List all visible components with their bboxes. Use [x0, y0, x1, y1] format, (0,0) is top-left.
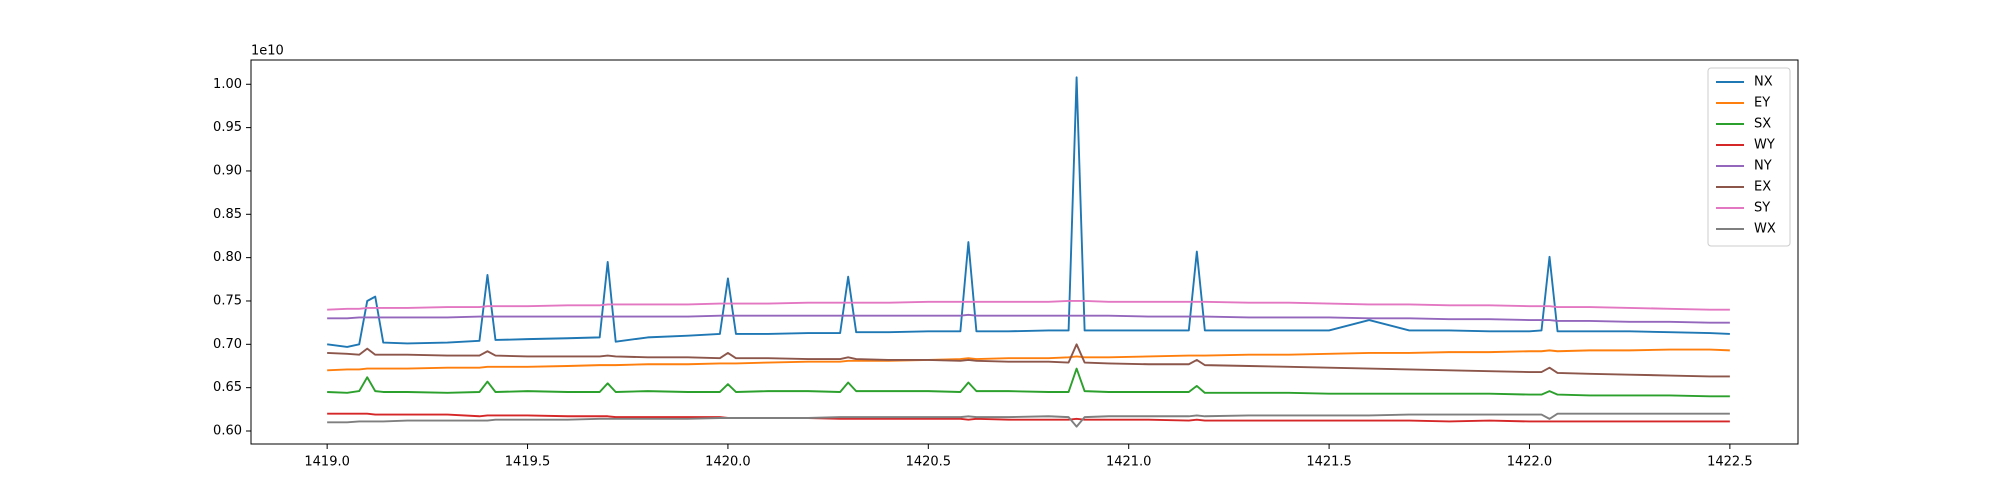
legend-box [1707, 67, 1791, 247]
y-tick-label: 0.90 [213, 163, 242, 178]
series-line [327, 367, 1730, 398]
y-tick-label: 0.80 [213, 250, 242, 265]
series-line [327, 313, 1730, 324]
plot-frame [250, 59, 1799, 445]
y-tick-label: 0.95 [213, 120, 242, 135]
legend-label: WY [1754, 138, 1775, 153]
x-tick-label: 1421.5 [1306, 455, 1352, 470]
y-tick-label: 0.60 [213, 423, 242, 438]
x-tick-label: 1421.0 [1106, 455, 1152, 470]
series-line [327, 343, 1730, 378]
y-tick-label: 0.70 [213, 337, 242, 352]
series-line [327, 348, 1730, 372]
x-tick-label: 1422.0 [1507, 455, 1553, 470]
y-tick-label: 0.75 [213, 293, 242, 308]
series-line [327, 300, 1730, 311]
series-line [327, 76, 1730, 348]
legend-label: SY [1754, 201, 1770, 216]
y-tick-label: 0.65 [213, 380, 242, 395]
legend-label: SX [1754, 117, 1771, 132]
series-line [327, 412, 1730, 423]
x-tick-label: 1419.0 [304, 455, 350, 470]
legend-label: NX [1754, 75, 1773, 90]
legend-label: EY [1754, 96, 1770, 111]
x-tick-label: 1419.5 [505, 455, 551, 470]
series-line [327, 412, 1730, 428]
legend-label: NY [1754, 159, 1772, 174]
x-tick-label: 1422.5 [1707, 455, 1753, 470]
y-tick-label: 1.00 [213, 77, 242, 92]
x-tick-label: 1420.0 [705, 455, 751, 470]
offset-label: 1e10 [251, 44, 284, 59]
x-tick-label: 1420.5 [906, 455, 952, 470]
legend-label: EX [1754, 180, 1771, 195]
legend-label: WX [1754, 222, 1776, 237]
y-tick-label: 0.85 [213, 207, 242, 222]
